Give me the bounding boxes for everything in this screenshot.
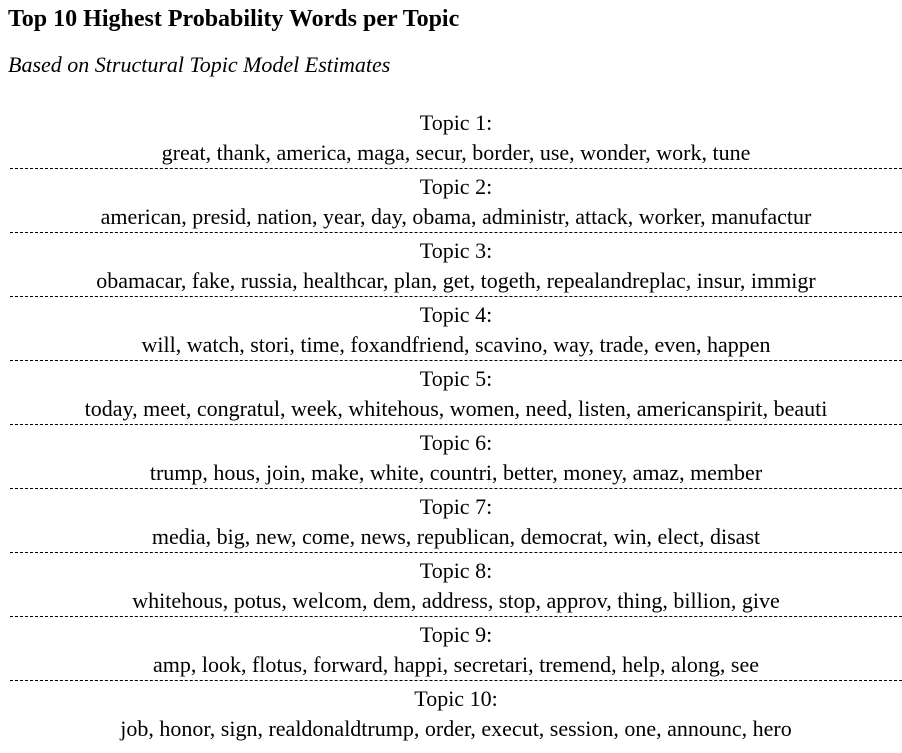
- topic-words: obamacar, fake, russia, healthcar, plan,…: [96, 268, 816, 293]
- topic-label: Topic 6:: [419, 430, 493, 455]
- topic-label: Topic 4:: [419, 302, 493, 327]
- page-title: Top 10 Highest Probability Words per Top…: [8, 6, 460, 32]
- topic-row-10: Topic 10: job, honor, sign, realdonaldtr…: [10, 683, 902, 747]
- topic-label: Topic 10:: [414, 686, 498, 711]
- row-divider: [10, 360, 902, 361]
- topic-words: job, honor, sign, realdonaldtrump, order…: [120, 716, 792, 741]
- topic-label: Topic 1:: [419, 110, 493, 135]
- topic-words: whitehous, potus, welcom, dem, address, …: [132, 588, 780, 613]
- topic-words: trump, hous, join, make, white, countri,…: [149, 460, 763, 485]
- topic-words: media, big, new, come, news, republican,…: [151, 524, 761, 549]
- topic-row-9: Topic 9: amp, look, flotus, forward, hap…: [10, 619, 902, 683]
- topic-row-3: Topic 3: obamacar, fake, russia, healthc…: [10, 235, 902, 299]
- topic-label: Topic 3:: [419, 238, 493, 263]
- topic-words: today, meet, congratul, week, whitehous,…: [84, 396, 828, 421]
- topic-label: Topic 9:: [419, 622, 493, 647]
- topic-row-1: Topic 1: great, thank, america, maga, se…: [10, 107, 902, 171]
- topic-row-4: Topic 4: will, watch, stori, time, foxan…: [10, 299, 902, 363]
- topic-words: american, presid, nation, year, day, oba…: [100, 204, 812, 229]
- row-divider: [10, 168, 902, 169]
- topic-row-8: Topic 8: whitehous, potus, welcom, dem, …: [10, 555, 902, 619]
- topic-label: Topic 7:: [419, 494, 493, 519]
- topic-label: Topic 2:: [419, 174, 493, 199]
- row-divider: [10, 424, 902, 425]
- topic-words: will, watch, stori, time, foxandfriend, …: [141, 332, 771, 357]
- row-divider: [10, 680, 902, 681]
- topic-words: great, thank, america, maga, secur, bord…: [161, 140, 751, 165]
- topic-row-2: Topic 2: american, presid, nation, year,…: [10, 171, 902, 235]
- topic-row-6: Topic 6: trump, hous, join, make, white,…: [10, 427, 902, 491]
- topic-label: Topic 8:: [419, 558, 493, 583]
- page-subtitle: Based on Structural Topic Model Estimate…: [8, 52, 391, 77]
- row-divider: [10, 616, 902, 617]
- row-divider: [10, 552, 902, 553]
- topic-table: Topic 1: great, thank, america, maga, se…: [10, 107, 902, 747]
- topic-label: Topic 5:: [419, 366, 493, 391]
- row-divider: [10, 232, 902, 233]
- topic-row-7: Topic 7: media, big, new, come, news, re…: [10, 491, 902, 555]
- topic-words: amp, look, flotus, forward, happi, secre…: [152, 652, 760, 677]
- row-divider: [10, 488, 902, 489]
- topic-row-5: Topic 5: today, meet, congratul, week, w…: [10, 363, 902, 427]
- row-divider: [10, 296, 902, 297]
